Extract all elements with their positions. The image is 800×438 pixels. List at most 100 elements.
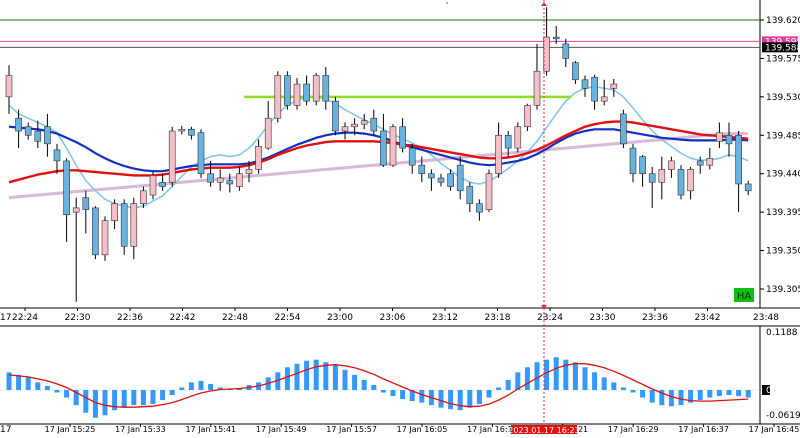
candle[interactable] <box>543 7 550 76</box>
candle-body <box>34 130 42 142</box>
candle[interactable] <box>303 75 310 106</box>
candle[interactable] <box>178 125 186 135</box>
candle[interactable] <box>476 199 483 221</box>
candle-body <box>716 132 723 142</box>
candle[interactable] <box>322 66 330 110</box>
price-tick-label: 139.395 <box>766 208 800 218</box>
candle[interactable] <box>34 120 42 149</box>
candle[interactable] <box>188 126 195 140</box>
time-tick-label-edge: 23:48 <box>753 313 779 323</box>
candle[interactable] <box>44 113 51 157</box>
candle[interactable] <box>485 169 493 213</box>
candle[interactable] <box>418 156 426 183</box>
candle[interactable] <box>197 129 205 178</box>
candle[interactable] <box>5 65 13 114</box>
candle[interactable] <box>610 78 618 97</box>
histogram-bar <box>160 390 166 401</box>
candle-body <box>312 75 320 102</box>
candle[interactable] <box>514 122 522 153</box>
candle[interactable] <box>591 74 598 110</box>
candle[interactable] <box>24 122 32 140</box>
histogram-bar <box>745 390 751 398</box>
candle[interactable] <box>620 109 627 149</box>
candle[interactable] <box>63 158 70 243</box>
candle[interactable] <box>159 173 166 191</box>
candle[interactable] <box>82 190 90 234</box>
candle[interactable] <box>370 109 378 136</box>
time-label-partial: 17 <box>0 313 11 323</box>
candle[interactable] <box>140 186 147 208</box>
candle[interactable] <box>341 122 349 140</box>
candle[interactable] <box>380 113 387 167</box>
candle[interactable] <box>428 169 435 191</box>
candle[interactable] <box>255 139 262 174</box>
candle[interactable] <box>744 180 752 196</box>
candle[interactable] <box>332 96 339 136</box>
candle[interactable] <box>648 166 656 208</box>
candle[interactable] <box>293 78 301 110</box>
candle[interactable] <box>312 72 320 106</box>
candle[interactable] <box>207 160 214 187</box>
candle[interactable] <box>216 169 224 191</box>
candle[interactable] <box>274 71 282 123</box>
candle[interactable] <box>111 199 118 230</box>
candle[interactable] <box>15 109 22 149</box>
candle[interactable] <box>168 126 176 187</box>
candle[interactable] <box>130 197 138 260</box>
candle-body <box>524 105 531 128</box>
candle-body <box>111 203 118 221</box>
candle[interactable] <box>101 216 109 261</box>
candle[interactable] <box>53 143 61 174</box>
candle[interactable] <box>581 75 589 97</box>
candle[interactable] <box>677 165 685 200</box>
candle[interactable] <box>629 143 637 183</box>
candle[interactable] <box>226 173 234 193</box>
candle[interactable] <box>360 113 368 130</box>
candle[interactable] <box>716 122 723 149</box>
candle[interactable] <box>389 124 397 167</box>
candle[interactable] <box>735 131 742 213</box>
candle[interactable] <box>524 103 531 132</box>
candle[interactable] <box>533 43 541 110</box>
candle[interactable] <box>552 25 560 44</box>
candle[interactable] <box>399 118 406 153</box>
candle-body <box>399 126 406 149</box>
candle[interactable] <box>284 71 291 110</box>
candle[interactable] <box>149 172 157 200</box>
histogram-bar <box>25 377 31 390</box>
candle[interactable] <box>639 154 646 187</box>
candle[interactable] <box>668 156 675 178</box>
time-tick-label: 23:36 <box>642 313 668 323</box>
candle[interactable] <box>725 122 733 157</box>
candle[interactable] <box>437 173 445 187</box>
candle[interactable] <box>706 148 714 170</box>
candle[interactable] <box>456 156 464 200</box>
candle[interactable] <box>572 60 579 85</box>
candle[interactable] <box>504 131 512 157</box>
candle[interactable] <box>92 206 99 260</box>
osc-time-label-partial: 17 <box>0 425 11 434</box>
candle[interactable] <box>687 166 694 200</box>
candle[interactable] <box>236 166 243 191</box>
candle[interactable] <box>245 160 253 183</box>
candle[interactable] <box>600 79 608 106</box>
oscillator-panel[interactable]: 0.1188 -0.0619 0.00 17 17 Jan 15:25 17 Jan 15… <box>0 325 800 435</box>
price-panel[interactable]: 139.620 139.575 139.530 139.485 139.440 139.3… <box>0 0 800 323</box>
histogram-bar <box>553 357 559 390</box>
candle[interactable] <box>408 143 416 174</box>
candle[interactable] <box>447 169 454 191</box>
candle-body <box>178 129 186 132</box>
candle[interactable] <box>120 199 128 255</box>
candle[interactable] <box>495 122 502 178</box>
candle-body <box>82 197 90 210</box>
candle[interactable] <box>562 38 570 67</box>
candle[interactable] <box>658 156 666 200</box>
candle-body <box>687 169 694 192</box>
candle[interactable] <box>264 101 272 150</box>
candle[interactable] <box>72 197 80 302</box>
candle[interactable] <box>351 118 358 136</box>
candle[interactable] <box>696 156 704 174</box>
candle[interactable] <box>466 182 474 213</box>
histogram-bar <box>524 367 530 390</box>
